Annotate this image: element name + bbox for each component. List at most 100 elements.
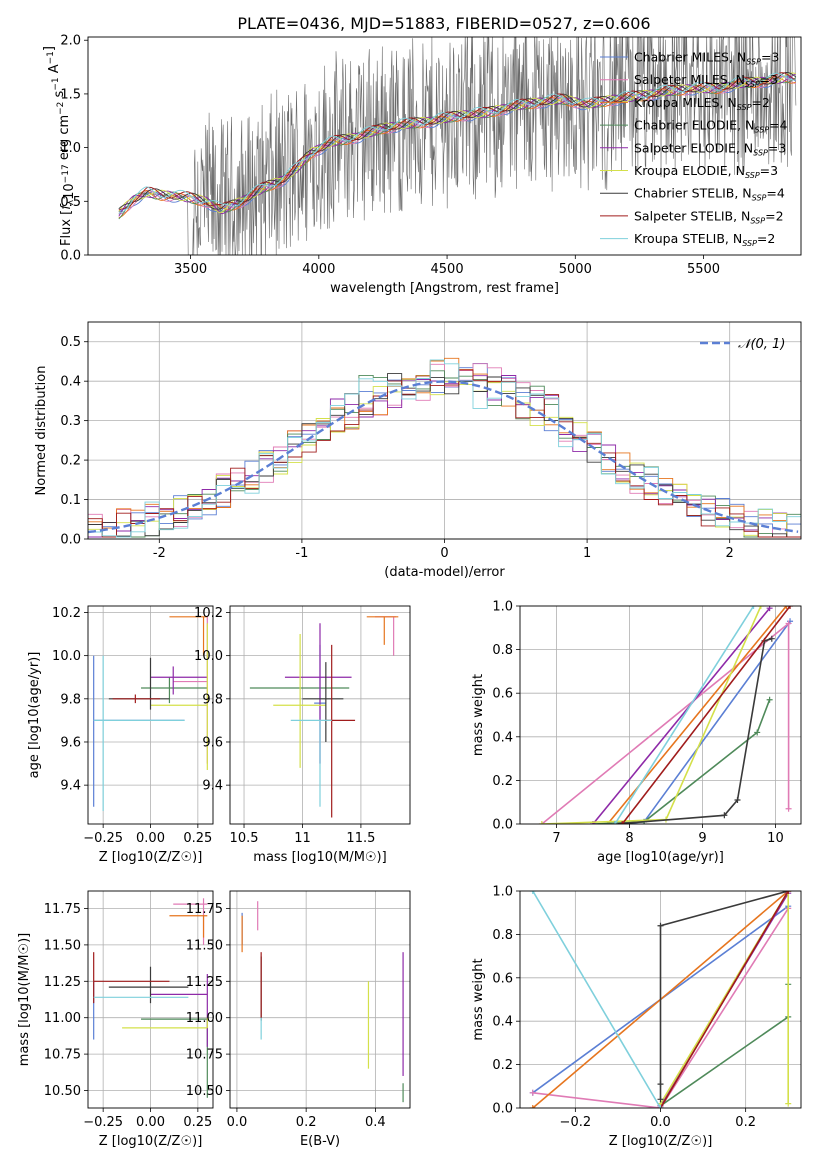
y-tick-label: 0.5 [60,195,81,210]
cumulative-line-salpeter-stelib [621,606,791,824]
cumulative-marker [785,891,792,894]
cumulative-line-chabrier-miles [622,620,791,824]
x-tick-label: −0.25 [83,1115,123,1130]
plot-area [88,357,801,538]
axes-frame [87,605,214,825]
y-tick-label: 9.8 [60,692,81,707]
legend-subscript: SSP [742,239,757,248]
figure-title: PLATE=0436, MJD=51883, FIBERID=0527, z=0… [237,14,650,33]
legend-count: =3 [760,163,778,178]
axes-frame [519,605,802,825]
x-tick-label: 4500 [431,262,464,277]
histogram-kroupa-stelib [88,359,801,538]
histogram-salpeter-stelib [88,369,801,538]
y-tick-label: 0.0 [492,818,513,833]
legend-count: =4 [769,118,787,133]
y-tick-label: 0.2 [492,1058,513,1073]
y-axis-label-part: −1 [46,51,56,64]
y-tick-label: 0.0 [60,533,81,548]
y-axis-label-part: λ [66,199,76,205]
legend-text: Kroupa MILES, N [634,95,737,110]
plot-area [538,606,794,824]
cumulative-marker [783,606,790,609]
legend-label: 𝒩(0, 1) [738,337,785,352]
cumulative-marker [538,821,545,824]
cumulative-line-chabrier-elodie [660,984,789,1107]
y-axis-label-part: A [47,64,62,77]
y-tick-label: 0.1 [60,493,81,508]
legend-count: =2 [765,208,783,223]
y-axis-label: mass weight [471,674,486,756]
legend-subscript: SSP [754,126,769,135]
y-tick-label: 0.0 [60,249,81,264]
cumulative-marker [750,606,757,609]
plot-area [529,891,792,1108]
x-axis-label: Z [log10(Z/Z☉)] [609,1134,713,1149]
x-tick-label: 0.2 [735,1115,756,1130]
plot-area [241,901,404,1103]
y-tick-label: 9.8 [202,692,223,707]
y-axis-label-part: ] [42,46,57,51]
cumulative-marker [657,922,664,929]
y-tick-label: 0.4 [492,730,513,745]
legend-label: Kroupa MILES, NSSP=2 [634,95,770,112]
y-axis-label: mass weight [471,958,486,1040]
y-tick-label: 10.50 [44,1084,81,1099]
y-axis-label: Flux [fλ10−17 erg cm−2 s−1 A−1] [42,46,77,246]
y-tick-label: 11.75 [186,902,223,917]
legend-text: Salpeter STELIB, N [634,208,750,223]
cumulative-marker [766,696,773,703]
y-axis-label: Normed distribution [34,366,49,496]
y-tick-label: 0.4 [492,1015,513,1030]
histogram-kroupa-elodie [88,374,801,538]
y-tick-label: 11.50 [44,938,81,953]
x-tick-label: 9 [698,831,706,846]
x-axis-label: Z [log10(Z/Z☉)] [99,1134,203,1149]
cumulative-marker [529,1105,536,1108]
y-axis-label-part: −1 [51,77,61,90]
chart-cum-mass-weight-Z: −0.2 0.0 0.2 0.0 0.2 0.4 0.6 0.8 1.0 Z [log10(Z/Z… [471,885,802,1149]
legend-subscript: SSP [737,103,752,112]
cumulative-marker [529,1089,536,1096]
chart-mass-vs-Z: −0.25 0.00 0.25 10.50 10.75 11.00 11.25 11.50 11… [17,890,214,1149]
x-tick-label: 11 [294,831,311,846]
cumulative-marker [657,1096,664,1103]
chart-mass-vs-ebv: 0.0 0.2 0.4 10.50 10.75 11.00 11.25 11.50 11.75 E… [186,890,411,1149]
x-tick-label: 0.0 [227,1115,248,1130]
cumulative-marker [657,1105,664,1108]
x-axis-label: E(B-V) [300,1134,340,1149]
legend-text: Chabrier STELIB, N [634,186,752,201]
y-tick-label: 11.25 [44,975,81,990]
axes-frame [87,890,214,1109]
y-tick-label: 9.6 [60,735,81,750]
legend-subscript: SSP [745,80,760,89]
y-tick-label: 0.3 [60,414,81,429]
legend-text: Chabrier MILES, N [634,50,746,65]
y-tick-label: 0.4 [60,375,81,390]
model-line-kroupa-stelib [118,72,797,214]
legend-count: =2 [757,231,775,246]
y-tick-label: 1.5 [60,87,81,102]
chart-cum-mass-weight-age: 7 8 9 10 0.0 0.2 0.4 0.6 0.8 1.0 age [log10(age/yr… [471,600,802,865]
legend-label: Salpeter STELIB, NSSP=2 [634,208,784,225]
cumulative-line-kroupa-miles [606,606,788,824]
y-tick-label: 0.2 [492,774,513,789]
y-tick-label: 10.0 [52,649,81,664]
x-tick-label: 7 [552,831,560,846]
y-tick-label: 10.2 [194,606,223,621]
legend-label: Chabrier STELIB, NSSP=4 [634,186,785,203]
x-tick-label: 0.2 [296,1115,317,1130]
cumulative-marker [619,821,626,824]
model-line-chabrier-stelib [118,71,797,210]
x-tick-label: -1 [295,546,308,561]
x-tick-label: 5500 [687,262,720,277]
y-tick-label: 1.0 [492,600,513,615]
x-tick-label: 2 [726,546,734,561]
y-tick-label: 9.6 [202,735,223,750]
axes-frame [229,605,411,825]
chart-age-vs-mass: 10.5 11 11.5 9.4 9.6 9.8 10.0 10.2 mass [log10(M… [194,605,411,865]
y-tick-label: 0.8 [492,643,513,658]
x-axis-label: mass [log10(M/M☉)] [253,850,386,865]
y-axis-label-part: s [52,90,67,101]
legend-count: =3 [768,140,786,155]
